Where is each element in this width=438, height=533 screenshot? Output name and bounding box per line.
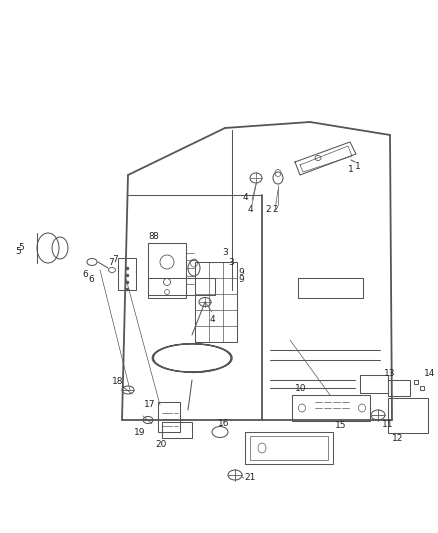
Text: 20: 20 — [155, 440, 166, 449]
Text: 18: 18 — [112, 377, 124, 386]
Text: 12: 12 — [392, 434, 403, 443]
Text: 4: 4 — [248, 205, 254, 214]
Text: 3: 3 — [228, 258, 234, 267]
Text: 9: 9 — [238, 275, 244, 284]
Text: 8: 8 — [152, 232, 158, 241]
Text: 8: 8 — [148, 232, 154, 241]
Text: 2: 2 — [272, 205, 278, 214]
Text: 1: 1 — [348, 165, 354, 174]
Text: 10: 10 — [295, 384, 307, 393]
Text: 1: 1 — [355, 162, 361, 171]
Text: 7: 7 — [112, 255, 118, 264]
Text: 16: 16 — [218, 419, 230, 428]
Text: 11: 11 — [382, 420, 393, 429]
Text: 15: 15 — [335, 421, 346, 430]
Text: 21: 21 — [244, 473, 255, 482]
Text: 17: 17 — [144, 400, 155, 409]
Text: 2: 2 — [265, 205, 271, 214]
Text: 6: 6 — [88, 275, 94, 284]
Text: 6: 6 — [82, 270, 88, 279]
Text: 13: 13 — [384, 369, 396, 378]
Text: 5: 5 — [18, 244, 24, 253]
Text: 5: 5 — [15, 247, 21, 256]
Text: 4: 4 — [210, 315, 215, 324]
Text: 14: 14 — [424, 369, 435, 378]
Text: 4: 4 — [242, 193, 248, 202]
Text: 3: 3 — [222, 248, 228, 257]
Text: 19: 19 — [134, 428, 145, 437]
Text: 9: 9 — [238, 268, 244, 277]
Text: 7: 7 — [108, 258, 114, 267]
